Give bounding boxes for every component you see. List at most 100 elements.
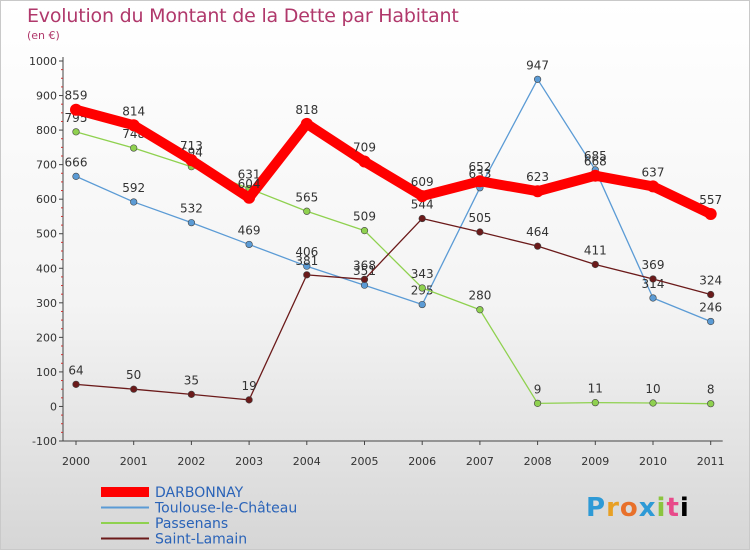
- data-point: [360, 275, 369, 283]
- x-tick-label: 2010: [639, 455, 667, 468]
- y-tick-label: 100: [36, 366, 57, 379]
- data-label: 532: [180, 202, 203, 216]
- x-tick-label: 2008: [524, 455, 552, 468]
- y-tick-label: 1000: [29, 55, 57, 68]
- x-tick-label: 2009: [581, 455, 609, 468]
- data-point: [127, 119, 140, 132]
- data-label: 713: [180, 139, 203, 153]
- data-point: [72, 128, 80, 136]
- data-point: [531, 185, 544, 198]
- data-label: 818: [295, 103, 318, 117]
- data-label: 369: [642, 258, 665, 272]
- data-point: [649, 275, 657, 283]
- data-point: [473, 175, 486, 188]
- data-point: [185, 154, 198, 167]
- data-label: 19: [241, 379, 256, 393]
- data-point: [589, 169, 602, 182]
- y-tick-label: 200: [36, 331, 57, 344]
- data-point: [245, 240, 253, 249]
- data-label: 544: [411, 198, 434, 212]
- data-point: [591, 399, 599, 407]
- data-label: 368: [353, 258, 376, 272]
- x-tick-label: 2011: [697, 455, 725, 468]
- data-point: [72, 380, 80, 388]
- data-label: 604: [238, 177, 261, 191]
- x-tick-label: 2005: [351, 455, 379, 468]
- data-label: 411: [584, 243, 607, 257]
- y-tick-label: 600: [36, 193, 57, 206]
- data-label: 685: [584, 149, 607, 163]
- data-point: [476, 306, 484, 314]
- data-label: 64: [68, 363, 83, 377]
- y-tick-label: -100: [32, 435, 57, 448]
- data-point: [418, 214, 426, 223]
- data-point: [707, 290, 715, 299]
- series-line-DARBONNAY: [71, 104, 716, 220]
- y-tick-label: 500: [36, 228, 57, 241]
- data-point: [243, 191, 256, 204]
- data-point: [358, 155, 371, 168]
- data-point: [647, 180, 659, 193]
- data-label: 814: [122, 104, 145, 118]
- x-tick-label: 2001: [120, 455, 148, 468]
- y-tick-label: 800: [36, 124, 57, 137]
- data-label: 509: [353, 210, 376, 224]
- data-point: [591, 260, 599, 269]
- x-tick-label: 2003: [235, 455, 263, 468]
- data-point: [533, 399, 542, 407]
- data-point: [360, 227, 369, 235]
- data-label: 623: [526, 170, 549, 184]
- data-point: [416, 190, 429, 203]
- data-point: [245, 396, 253, 404]
- data-label: 343: [411, 267, 434, 281]
- data-label: 35: [184, 373, 199, 387]
- series-line-Toulouse-le-Château: [75, 78, 712, 323]
- data-point: [649, 399, 657, 407]
- y-tick-label: 0: [50, 400, 57, 413]
- data-point: [704, 208, 717, 221]
- data-point: [707, 317, 715, 326]
- data-label: 609: [411, 175, 434, 189]
- data-label: 381: [295, 254, 318, 268]
- data-label: 505: [468, 211, 491, 225]
- data-label: 666: [65, 155, 88, 169]
- data-label: 351: [353, 264, 376, 278]
- y-tick-label: 400: [36, 262, 57, 275]
- chart-subtitle: (en €): [27, 29, 60, 42]
- data-label: 557: [699, 193, 722, 207]
- data-point: [707, 400, 715, 408]
- proxiti-logo: Proxiti: [586, 493, 690, 523]
- y-tick-label: 700: [36, 159, 57, 172]
- data-point: [187, 219, 195, 227]
- data-label: 469: [238, 223, 261, 237]
- data-label: 50: [126, 368, 141, 382]
- x-tick-label: 2007: [466, 455, 494, 468]
- legend-label: Saint-Lamain: [155, 532, 247, 548]
- data-label: 709: [353, 141, 376, 155]
- data-label: 859: [65, 89, 88, 103]
- x-tick-label: 2002: [177, 455, 205, 468]
- data-point: [476, 228, 484, 236]
- data-label: 637: [642, 165, 665, 179]
- legend-label: Toulouse-le-Château: [154, 501, 297, 517]
- data-label: 324: [699, 274, 722, 288]
- data-label: 8: [707, 383, 715, 397]
- legend-label: DARBONNAY: [155, 485, 244, 501]
- y-tick-label: 900: [36, 90, 57, 103]
- x-tick-label: 2006: [408, 455, 436, 468]
- data-point: [130, 198, 138, 206]
- data-point: [70, 103, 82, 116]
- x-tick-label: 2000: [62, 455, 90, 468]
- legend-label: Passenans: [155, 516, 228, 532]
- chart-title: Evolution du Montant de la Dette par Hab…: [27, 5, 459, 27]
- y-tick-label: 300: [36, 297, 57, 310]
- series-line-Passenans: [75, 131, 712, 405]
- data-point: [303, 207, 311, 215]
- data-point: [418, 300, 426, 309]
- data-point: [130, 144, 138, 152]
- data-point: [187, 390, 195, 398]
- data-label: 565: [295, 190, 318, 204]
- data-point: [72, 172, 80, 180]
